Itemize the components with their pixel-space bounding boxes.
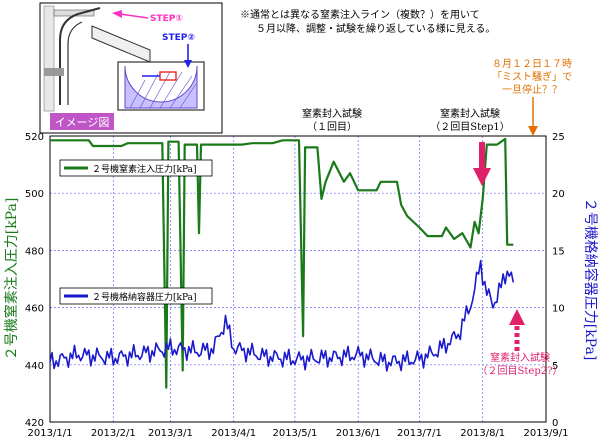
y-right-axis-label: ２号機格納容器圧力[kPa] <box>582 198 599 361</box>
x-tick-label: 2013/8/1 <box>460 428 505 439</box>
x-tick-label: 2013/1/1 <box>28 428 73 439</box>
x-tick-label: 2013/4/1 <box>211 428 256 439</box>
y-left-tick-label: 500 <box>25 189 44 200</box>
series-line-nitrogen-pressure <box>50 137 514 389</box>
annotation-first-line-1: 窒素封入試験 <box>302 107 362 120</box>
inset-diagram: STEP① STEP② イメージ図 <box>39 2 223 134</box>
inset-step1-label: STEP① <box>150 14 183 24</box>
inset-title-tag <box>50 113 114 130</box>
y-left-tick-label: 480 <box>25 246 44 257</box>
plot-frame <box>49 135 547 423</box>
y-right-tick-label: 10 <box>552 304 565 315</box>
y-right-tick-label: 15 <box>552 246 565 257</box>
grid-lines <box>50 136 546 422</box>
legend-green-label: ２号機窒素注入圧力[kPa] <box>92 163 197 175</box>
annotation-mist-line-1: ８月１２日１７時 <box>492 58 572 70</box>
annotation-step1-line-2: （２回目Step1） <box>430 121 510 133</box>
inset-vessel-outline <box>59 7 101 105</box>
inset-ground <box>44 68 64 76</box>
annotation-step2-line-1: 窒素封入試験 <box>490 351 550 364</box>
y-right-tick-label: 20 <box>552 189 565 200</box>
x-tick-labels: 2013/1/1 2013/2/1 2013/3/1 2013/4/1 2013/5/1… <box>28 428 569 439</box>
inset-step2-label: STEP② <box>162 33 195 43</box>
inset-step1-arrowhead <box>112 10 122 18</box>
arrow-step1 <box>473 142 491 186</box>
y-right-tick-labels: 0 5 10 15 20 25 <box>552 132 565 429</box>
note-line-2: ５月以降、調整・試験を繰り返している様に見える。 <box>256 22 495 35</box>
x-tick-label: 2013/7/1 <box>397 428 442 439</box>
y-right-tick-label: 0 <box>552 418 558 429</box>
inset-torus-water <box>124 65 198 109</box>
inset-step1-arrow <box>119 13 149 19</box>
y-right-tick-label: 5 <box>552 361 558 372</box>
y-left-tick-label: 520 <box>25 132 44 143</box>
series-group <box>49 137 515 389</box>
legend-green-box <box>59 159 213 177</box>
annotation-first-line-2: （１回目） <box>307 121 357 133</box>
legend-blue-box <box>59 287 213 305</box>
inset-vessel-inner <box>67 21 83 105</box>
legend-blue-label: ２号機格納容器圧力[kPa] <box>92 291 197 303</box>
y-right-tick-label: 25 <box>552 132 565 143</box>
annotation-mist-line-2: 「ミスト騒ぎ」で <box>492 70 572 83</box>
legend-green: ２号機窒素注入圧力[kPa] <box>59 159 213 177</box>
y-left-tick-label: 420 <box>25 418 44 429</box>
annotation-mist: ８月１２日１７時 「ミスト騒ぎ」で 一旦停止？？ <box>492 58 572 96</box>
arrow-mist <box>528 97 538 136</box>
annotation-step1-line-1: 窒素封入試験 <box>440 107 500 120</box>
inset-wall <box>43 5 55 112</box>
y-left-tick-label: 460 <box>25 304 44 315</box>
x-tick-label: 2013/6/1 <box>336 428 381 439</box>
arrow-mist-head <box>528 126 538 136</box>
y-left-tick-labels: 420 440 460 480 500 520 <box>25 132 44 429</box>
x-tick-label: 2013/9/1 <box>524 428 569 439</box>
y-left-axis-label: ２号機窒素注入圧力[kPa] <box>3 198 20 361</box>
inset-title: イメージ図 <box>55 116 110 129</box>
annotation-step1: 窒素封入試験 （２回目Step1） <box>430 107 510 133</box>
x-tick-label: 2013/2/1 <box>91 428 136 439</box>
annotation-step2: 窒素封入試験 （２回目Step2?） <box>478 351 563 377</box>
arrow-step2 <box>509 309 525 351</box>
annotation-step2-line-2: （２回目Step2?） <box>478 365 563 377</box>
annotation-first: 窒素封入試験 （１回目） <box>302 107 362 133</box>
note-line-1: ※通常とは異なる窒素注入ライン（複数？）を用いて <box>240 8 480 21</box>
arrow-step1-head <box>473 168 491 186</box>
x-tick-label: 2013/5/1 <box>272 428 317 439</box>
series-line-containment-pressure <box>49 259 515 372</box>
inset-step2-arrowhead <box>184 60 192 68</box>
annotation-mist-line-3: 一旦停止？？ <box>502 83 562 96</box>
x-tick-label: 2013/3/1 <box>148 428 193 439</box>
inset-hatching <box>129 71 197 109</box>
arrow-step2-head <box>509 309 525 325</box>
y-left-tick-label: 440 <box>25 361 44 372</box>
legend-blue: ２号機格納容器圧力[kPa] <box>59 287 213 305</box>
